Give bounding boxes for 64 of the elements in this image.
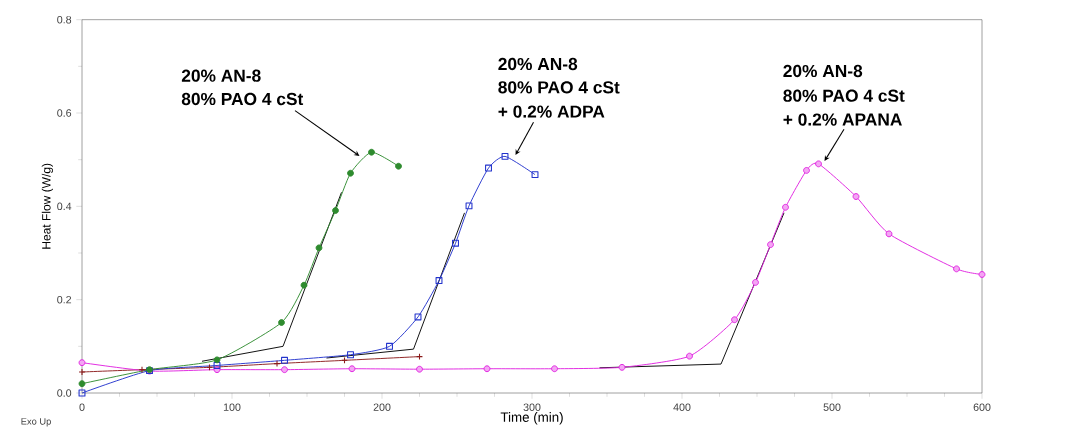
point [278, 319, 285, 326]
point [78, 359, 86, 367]
y-axis-title: Heat Flow (W/g) [41, 163, 53, 249]
point [347, 169, 354, 177]
y-tick-label: 0.2 [57, 295, 72, 304]
annotation: 80% PAO 4 cSt [783, 89, 905, 102]
x-tick-label: 100 [223, 403, 241, 411]
point [300, 281, 308, 289]
point [618, 363, 626, 371]
point [803, 167, 810, 174]
point [395, 162, 402, 170]
point [78, 380, 86, 388]
x-tick-label: 400 [673, 403, 691, 411]
point [213, 356, 221, 364]
point [885, 230, 893, 238]
point [435, 277, 443, 285]
y-tick-label: 0.4 [57, 202, 72, 211]
point [731, 316, 738, 324]
point [978, 271, 986, 278]
point [551, 365, 558, 373]
point [213, 361, 221, 369]
point [815, 160, 822, 168]
x-axis-title: Time (min) [500, 412, 563, 425]
point [501, 152, 509, 160]
annotation: 20% AN-8 [783, 64, 863, 78]
y-tick-label: 0.0 [57, 389, 72, 397]
x-tick-label: 0 [79, 403, 85, 411]
point [414, 313, 422, 321]
point [686, 352, 693, 360]
point [281, 356, 288, 364]
point [485, 164, 492, 172]
y-tick-label: 0.6 [57, 109, 72, 117]
y-tick-label: 0.8 [57, 15, 72, 24]
point [953, 265, 960, 273]
annotation: 80% PAO 4 cSt [498, 81, 620, 94]
point [452, 239, 459, 247]
point [752, 279, 759, 286]
point [138, 366, 146, 374]
x-tick-label: 500 [823, 403, 841, 411]
point [368, 148, 375, 156]
annotation: + 0.2% ADPA [498, 105, 605, 118]
x-tick-label: 600 [973, 403, 991, 411]
point [281, 366, 288, 374]
point [315, 244, 323, 252]
point [531, 171, 539, 179]
point [347, 351, 354, 359]
annotation: 80% PAO 4 cSt [181, 92, 304, 106]
annotation: 20% AN-8 [181, 69, 261, 82]
point [78, 389, 86, 397]
point [465, 202, 473, 210]
annotation: + 0.2% APANA [783, 113, 902, 126]
x-tick-label: 300 [523, 403, 541, 411]
point [332, 207, 339, 214]
point [852, 193, 860, 200]
text: Exo Up [21, 418, 51, 427]
point [416, 365, 423, 373]
point [386, 342, 393, 350]
point [273, 360, 281, 368]
point [782, 203, 789, 211]
point [483, 365, 491, 373]
point [348, 365, 356, 373]
point [767, 241, 774, 249]
annotation: 20% AN-8 [498, 57, 578, 71]
x-tick-label: 200 [373, 403, 391, 411]
